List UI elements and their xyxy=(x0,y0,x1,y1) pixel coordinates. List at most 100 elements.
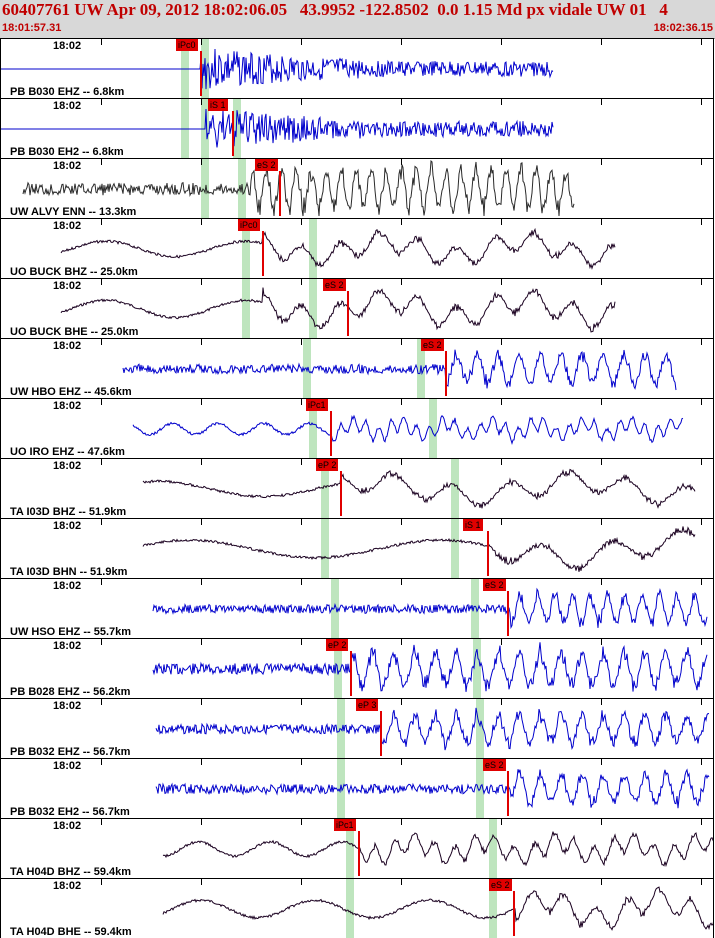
trace-row[interactable]: iS 1 18:02 PB B030 EH2 -- 6.8km xyxy=(0,98,714,158)
time-tick xyxy=(201,519,202,525)
phase-pick-line[interactable] xyxy=(487,531,489,576)
time-tick xyxy=(501,39,502,45)
phase-pick-line[interactable] xyxy=(262,231,264,276)
time-tick xyxy=(101,639,102,645)
phase-pick-label[interactable]: iS 1 xyxy=(208,99,228,111)
phase-pick-line[interactable] xyxy=(513,891,515,936)
time-tick xyxy=(201,279,202,285)
trace-row[interactable]: eS 2 18:02 PB B032 EH2 -- 56.7km xyxy=(0,758,714,818)
phase-pick-label[interactable]: eP 2 xyxy=(326,639,349,651)
phase-pick-line[interactable] xyxy=(279,171,281,216)
time-tick xyxy=(701,459,702,465)
phase-pick-label[interactable]: eS 2 xyxy=(255,159,278,171)
time-tick xyxy=(701,759,702,765)
trace-row[interactable]: eS 2 18:02 UW ALVY ENN -- 13.3km xyxy=(0,158,714,218)
phase-pick-line[interactable] xyxy=(380,711,382,756)
phase-pick-line[interactable] xyxy=(330,411,332,456)
time-tick xyxy=(201,699,202,705)
phase-pick-label[interactable]: eS 2 xyxy=(483,579,506,591)
time-tick xyxy=(201,219,202,225)
phase-pick-label[interactable]: eP 2 xyxy=(316,459,339,471)
time-tick xyxy=(701,699,702,705)
trace-row[interactable]: iPc0 18:02 PB B030 EHZ -- 6.8km xyxy=(0,38,714,98)
station-label: UO BUCK BHE -- 25.0km xyxy=(10,326,139,338)
time-tick xyxy=(401,399,402,405)
phase-pick-label[interactable]: eS 2 xyxy=(483,759,506,771)
row-time-label: 18:02 xyxy=(53,460,82,472)
trace-row[interactable]: iPc1 18:02 UO IRO EHZ -- 47.6km xyxy=(0,398,714,458)
phase-pick-label[interactable]: iPc0 xyxy=(176,39,198,51)
time-tick xyxy=(401,879,402,885)
trace-row[interactable]: eS 2 18:02 TA H04D BHE -- 59.4km xyxy=(0,878,714,938)
phase-pick-label[interactable]: iS 1 xyxy=(463,519,483,531)
time-tick xyxy=(501,819,502,825)
row-time-label: 18:02 xyxy=(53,340,82,352)
time-tick xyxy=(601,339,602,345)
phase-pick-line[interactable] xyxy=(445,351,447,396)
waveform xyxy=(60,287,616,333)
phase-pick-line[interactable] xyxy=(340,471,342,516)
phase-pick-line[interactable] xyxy=(358,831,360,876)
phase-pick-line[interactable] xyxy=(200,51,202,96)
phase-pick-label[interactable]: iPc1 xyxy=(334,819,356,831)
phase-pick-line[interactable] xyxy=(507,771,509,816)
phase-pick-label[interactable]: eS 2 xyxy=(323,279,346,291)
time-tick xyxy=(101,819,102,825)
time-tick xyxy=(301,159,302,165)
waveform xyxy=(122,349,677,391)
station-label: UW HBO EHZ -- 45.6km xyxy=(10,386,132,398)
waveform xyxy=(152,587,708,630)
time-tick xyxy=(101,759,102,765)
waveform xyxy=(155,768,710,809)
phase-pick-line[interactable] xyxy=(507,591,509,636)
phase-pick-line[interactable] xyxy=(350,651,352,696)
time-window-band xyxy=(337,699,345,758)
row-time-label: 18:02 xyxy=(53,760,82,772)
seismogram-panel[interactable]: iPc0 18:02 PB B030 EHZ -- 6.8km iS 1 18:02 PB… xyxy=(0,38,715,938)
time-tick xyxy=(101,339,102,345)
time-tick xyxy=(201,159,202,165)
trace-row[interactable]: eP 3 18:02 PB B032 EHZ -- 56.7km xyxy=(0,698,714,758)
time-tick xyxy=(401,639,402,645)
waveform-line xyxy=(162,831,713,868)
phase-pick-line[interactable] xyxy=(232,111,234,156)
phase-pick-label[interactable]: eS 2 xyxy=(489,879,512,891)
time-tick xyxy=(701,219,702,225)
phase-pick-line[interactable] xyxy=(347,291,349,336)
time-window-band xyxy=(489,819,497,878)
time-tick xyxy=(301,579,302,585)
trace-row[interactable]: eS 2 18:02 UW HSO EHZ -- 55.7km xyxy=(0,578,714,638)
time-tick xyxy=(601,39,602,45)
time-tick xyxy=(401,159,402,165)
time-tick xyxy=(101,879,102,885)
waveform-line xyxy=(22,159,575,217)
time-tick xyxy=(501,279,502,285)
phase-pick-label[interactable]: eP 3 xyxy=(356,699,379,711)
phase-pick-label[interactable]: eS 2 xyxy=(421,339,444,351)
trace-row[interactable]: eP 2 18:02 TA I03D BHZ -- 51.9km xyxy=(0,458,714,518)
time-tick xyxy=(101,99,102,105)
time-window-band xyxy=(242,219,250,278)
trace-row[interactable]: eS 2 18:02 UO BUCK BHE -- 25.0km xyxy=(0,278,714,338)
trace-row[interactable]: iPc0 18:02 UO BUCK BHZ -- 25.0km xyxy=(0,218,714,278)
time-tick xyxy=(101,399,102,405)
trace-row[interactable]: iS 1 18:02 TA I03D BHN -- 51.9km xyxy=(0,518,714,578)
trace-row[interactable]: eS 2 18:02 UW HBO EHZ -- 45.6km xyxy=(0,338,714,398)
time-tick xyxy=(201,759,202,765)
trace-row[interactable]: eP 2 18:02 PB B028 EHZ -- 56.2km xyxy=(0,638,714,698)
time-tick xyxy=(201,39,202,45)
time-tick xyxy=(601,399,602,405)
row-time-label: 18:02 xyxy=(53,280,82,292)
time-tick xyxy=(301,39,302,45)
window-start-time: 18:01:57.31 xyxy=(2,22,62,34)
phase-pick-label[interactable]: iPc1 xyxy=(306,399,328,411)
time-tick xyxy=(601,819,602,825)
time-tick xyxy=(501,219,502,225)
time-tick xyxy=(601,879,602,885)
time-tick xyxy=(301,219,302,225)
trace-row[interactable]: iPc1 18:02 TA H04D BHZ -- 59.4km xyxy=(0,818,714,878)
time-tick xyxy=(301,699,302,705)
time-tick xyxy=(201,639,202,645)
time-tick xyxy=(301,399,302,405)
phase-pick-label[interactable]: iPc0 xyxy=(238,219,260,231)
